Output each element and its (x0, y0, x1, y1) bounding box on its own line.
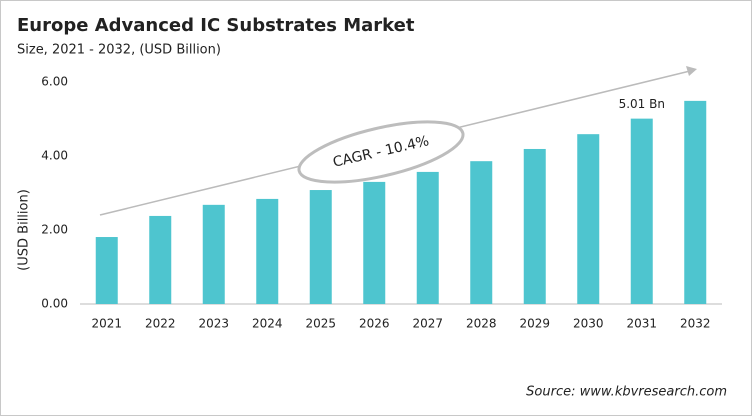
y-tick-label: 6.00 (41, 75, 68, 89)
bar (202, 204, 225, 304)
x-tick-label: 2024 (252, 317, 283, 331)
y-tick-label: 4.00 (41, 149, 68, 163)
bar (256, 198, 279, 304)
y-tick-label: 2.00 (41, 223, 68, 237)
bar (149, 215, 172, 304)
bar (470, 161, 493, 304)
chart-title: Europe Advanced IC Substrates Market (17, 15, 415, 36)
x-tick-label: 2029 (519, 317, 550, 331)
x-tick-label: 2028 (466, 317, 497, 331)
x-tick-label: 2025 (305, 317, 336, 331)
bar (630, 118, 653, 304)
x-tick-label: 2022 (145, 317, 176, 331)
y-tick-label: 0.00 (41, 297, 68, 311)
y-axis-label: (USD Billion) (17, 189, 32, 271)
bar (684, 100, 707, 305)
bar (363, 181, 386, 304)
value-label: 5.01 Bn (619, 97, 665, 111)
bar (309, 190, 332, 304)
arrow-head (686, 66, 697, 76)
x-tick-label: 2030 (573, 317, 604, 331)
bar (523, 148, 546, 304)
cagr-ellipse (297, 120, 465, 184)
bar (95, 237, 118, 304)
chart-subtitle: Size, 2021 - 2032, (USD Billion) (17, 43, 221, 58)
source: Source: www.kbvresearch.com (526, 385, 727, 400)
x-tick-label: 2032 (680, 317, 711, 331)
x-tick-label: 2026 (359, 317, 390, 331)
bar (577, 134, 600, 304)
x-tick-label: 2021 (91, 317, 122, 331)
x-tick-label: 2031 (626, 317, 657, 331)
x-tick-label: 2027 (412, 317, 443, 331)
x-tick-label: 2023 (198, 317, 229, 331)
bar (416, 171, 439, 304)
